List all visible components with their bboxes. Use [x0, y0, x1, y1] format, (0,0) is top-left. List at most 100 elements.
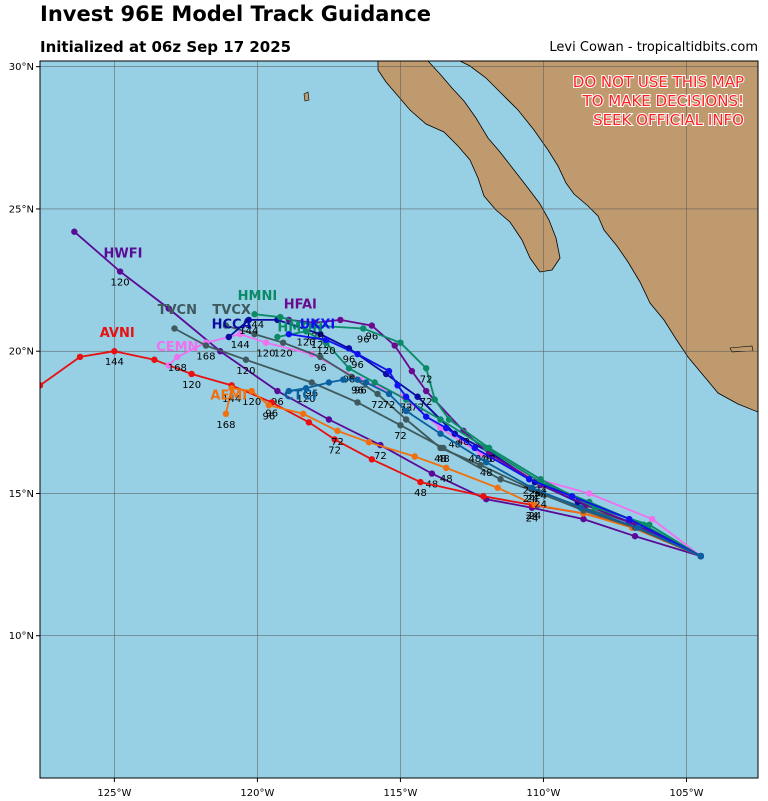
track-point-tvcx	[437, 444, 444, 452]
mexico-mainland	[459, 61, 758, 413]
track-point-tvcx	[279, 339, 287, 346]
track-point-hwfi	[116, 268, 124, 275]
track-point-cemn	[174, 353, 181, 361]
forecast-hour-label: 48	[448, 440, 461, 451]
track-point-ukxi	[402, 393, 410, 400]
track-point-ctci	[528, 484, 536, 491]
baja-california-peninsula	[377, 61, 561, 273]
track-point-ukxi	[442, 424, 450, 432]
track-point-hmni	[277, 313, 284, 321]
forecast-hour-label: 24	[526, 511, 539, 522]
forecast-hour-label: 120	[111, 278, 130, 289]
track-point-avni	[305, 419, 313, 426]
track-point-aemi	[494, 484, 501, 491]
track-line-tvcn	[173, 327, 702, 557]
forecast-hour-label: 96	[343, 354, 356, 365]
track-line-cemn	[168, 333, 702, 557]
forecast-hour-label: 96	[365, 332, 378, 343]
track-point-ukxi	[626, 515, 633, 523]
y-tick-label: 20°N	[9, 347, 34, 358]
track-point-ctci	[302, 385, 310, 392]
track-point-hfai	[422, 387, 430, 395]
track-point-aemi	[265, 402, 273, 409]
track-point-tvcx	[251, 330, 258, 338]
track-line-aemi	[225, 387, 702, 557]
forecast-hour-label: 48	[437, 454, 450, 465]
forecast-hour-label: 120	[311, 340, 330, 351]
track-point-avni	[331, 436, 338, 443]
track-point-avni	[368, 456, 376, 463]
track-point-hmon	[345, 365, 353, 372]
forecast-hour-label: 144	[231, 340, 250, 351]
track-point-tvcx	[222, 322, 230, 329]
track-point-tvcn	[242, 356, 250, 363]
track-tvcn: 24 48 72 96 120 168	[171, 325, 704, 560]
forecast-hour-label: 120	[274, 349, 293, 360]
track-point-tvcn	[202, 342, 210, 349]
forecast-hour-label: 120	[256, 349, 275, 360]
warning-line: DO NOT USE THIS MAP	[573, 73, 744, 91]
forecast-hour-label: 96	[271, 397, 284, 408]
forecast-hour-label: 96	[314, 363, 327, 374]
forecast-hour-label: 24	[523, 494, 536, 505]
track-point-hmni	[431, 396, 438, 403]
plot-frame	[39, 60, 759, 779]
track-point-hcca	[317, 330, 324, 338]
credit-text: Levi Cowan - tropicaltidbits.com	[549, 40, 758, 55]
track-point-hmon	[437, 416, 444, 423]
track-point-ctci	[483, 458, 490, 466]
forecast-hour-label: 24	[526, 514, 539, 525]
forecast-hour-label: 144	[239, 326, 258, 337]
forecast-hour-label: 24	[534, 499, 547, 510]
track-point-hfai	[391, 342, 398, 349]
track-point-hmni	[397, 339, 404, 346]
track-point-aemi	[365, 439, 373, 446]
track-point-hwfi	[428, 470, 436, 477]
forecast-hour-label: 168	[196, 352, 215, 363]
forecast-hour-label: 96	[354, 386, 367, 397]
track-point-hmni	[311, 322, 318, 329]
track-point-hwfi	[631, 532, 639, 540]
track-point-ukxi	[394, 382, 401, 389]
x-tick-label: 120°W	[240, 788, 274, 799]
track-point-ukxi	[525, 476, 533, 483]
track-point-hfai	[368, 322, 376, 329]
track-point-hmni	[422, 365, 430, 372]
track-point-ctci	[362, 379, 370, 386]
forecast-hour-label: 96	[351, 360, 364, 371]
forecast-hour-label: 72	[328, 445, 341, 456]
track-point-tvcx	[348, 373, 356, 381]
track-point-tvcx	[402, 416, 410, 423]
forecast-hour-label: 48	[414, 488, 427, 499]
track-point-aemi	[299, 410, 307, 418]
track-point-avni	[76, 353, 84, 361]
track-point-hcca	[225, 333, 232, 341]
track-point-hwfi	[165, 305, 172, 312]
track-point-ukxi	[354, 350, 361, 358]
forecast-hour-label: 120	[317, 346, 336, 357]
forecast-hour-label: 144	[105, 357, 124, 368]
map-title: Invest 96E Model Track Guidance	[40, 2, 432, 26]
track-point-tvcx	[317, 353, 324, 361]
track-point-hfai	[408, 367, 416, 375]
track-point-ctci	[634, 524, 642, 531]
track-point-tvcn	[171, 325, 178, 332]
track-point-hmon	[274, 333, 281, 341]
track-point-ukxi	[285, 330, 293, 338]
x-tick-label: 110°W	[526, 788, 560, 799]
track-point-ctci	[354, 376, 361, 383]
forecast-hour-label: 48	[483, 454, 496, 465]
track-point-aemi	[228, 385, 235, 392]
track-point-aemi	[442, 464, 450, 472]
forecast-hour-label: 96	[351, 386, 364, 397]
forecast-hour-label: 120	[242, 397, 261, 408]
track-point-aemi	[248, 387, 255, 395]
track-point-tvcx	[477, 461, 484, 469]
track-point-hwfi	[325, 416, 333, 423]
track-point-hcca	[245, 316, 253, 324]
model-label-aemi: AEMI	[210, 389, 247, 404]
track-point-hmon	[302, 328, 310, 335]
